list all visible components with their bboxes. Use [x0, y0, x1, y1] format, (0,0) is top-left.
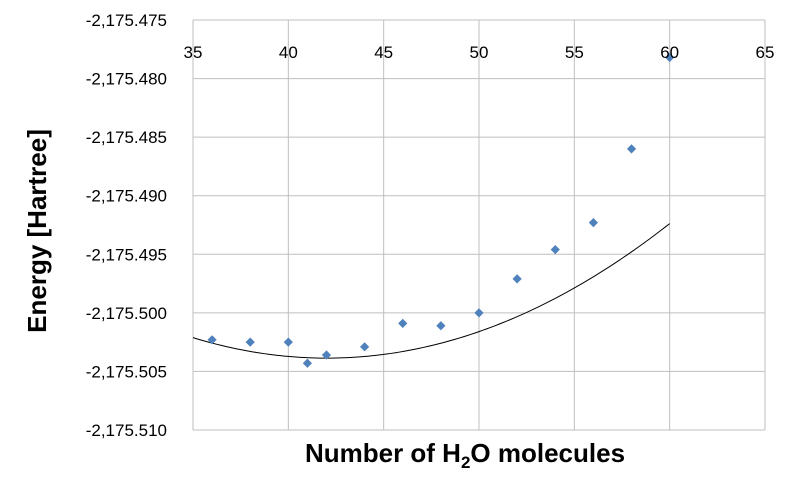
- y-tick-label: -2,175.480: [86, 70, 167, 89]
- x-gridlines: [192, 20, 766, 430]
- data-point: [207, 335, 217, 345]
- y-tick-label: -2,175.490: [86, 187, 167, 206]
- x-tick-label: 65: [756, 43, 775, 62]
- data-point: [302, 358, 312, 368]
- data-point: [283, 337, 293, 347]
- y-tick-label: -2,175.475: [86, 11, 167, 30]
- y-tick-label: -2,175.500: [86, 304, 167, 323]
- y-tick-label: -2,175.505: [86, 362, 167, 381]
- x-tick-label: 40: [279, 43, 298, 62]
- data-point: [550, 245, 560, 255]
- data-point: [626, 144, 637, 154]
- data-point: [360, 342, 370, 352]
- y-tick-label: -2,175.510: [86, 421, 167, 440]
- data-point: [436, 321, 446, 331]
- data-point: [512, 274, 522, 284]
- data-point: [665, 52, 675, 63]
- data-point: [474, 308, 484, 318]
- trendline: [192, 223, 670, 359]
- data-point: [321, 350, 332, 360]
- y-gridlines: [193, 19, 765, 431]
- x-tick-label: 35: [184, 43, 203, 62]
- x-tick-labels: 35 40 45 50 55 60 65: [184, 43, 775, 62]
- x-tick-label: 50: [470, 43, 489, 62]
- x-tick-label: 55: [565, 43, 584, 62]
- x-tick-label: 60: [660, 43, 679, 62]
- data-point: [398, 318, 408, 328]
- x-tick-label: 45: [374, 43, 393, 62]
- x-axis-title: Number of H2O molecules: [305, 438, 625, 472]
- trendline-curve: [192, 223, 670, 359]
- y-axis-title: Energy [Hartree]: [22, 129, 52, 333]
- data-point: [245, 337, 255, 347]
- data-point: [588, 218, 598, 228]
- data-points: [207, 52, 675, 368]
- y-tick-label: -2,175.485: [86, 128, 167, 147]
- y-tick-labels: -2,175.475 -2,175.480 -2,175.485 -2,175.490…: [86, 11, 167, 440]
- y-tick-label: -2,175.495: [86, 245, 167, 264]
